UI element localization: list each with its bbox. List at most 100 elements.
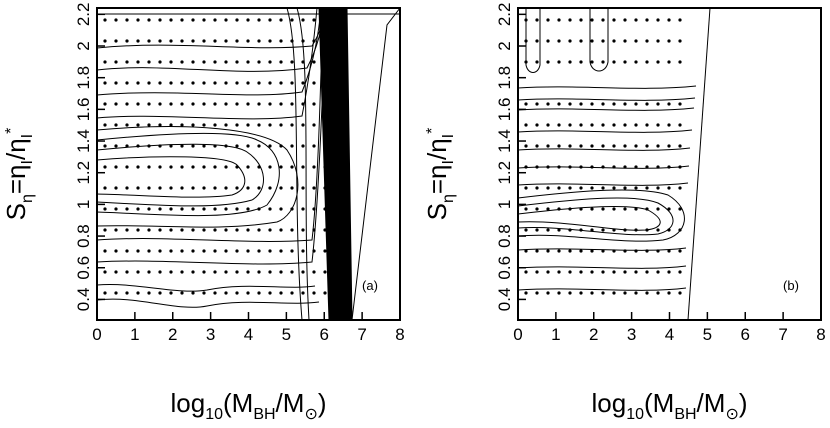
grid-dot <box>557 123 561 127</box>
grid-dot <box>312 144 316 148</box>
grid-dot <box>202 123 206 127</box>
grid-dot <box>334 81 338 85</box>
grid-dot <box>612 18 616 22</box>
grid-dot <box>601 165 605 169</box>
grid-dot <box>158 144 162 148</box>
grid-dot <box>634 39 638 43</box>
grid-dot <box>623 18 627 22</box>
grid-dot <box>202 102 206 106</box>
grid-dot <box>568 186 572 190</box>
grid-dot <box>590 291 594 295</box>
grid-dot <box>568 18 572 22</box>
grid-dot <box>623 60 627 64</box>
grid-dot <box>323 60 327 64</box>
grid-dot <box>601 18 605 22</box>
grid-dot <box>125 39 129 43</box>
grid-dot <box>257 60 261 64</box>
grid-dot <box>557 270 561 274</box>
grid-dot <box>557 60 561 64</box>
grid-dot <box>579 165 583 169</box>
grid-dot <box>147 60 151 64</box>
grid-dot <box>290 102 294 106</box>
grid-dot <box>213 291 217 295</box>
grid-dot <box>224 249 228 253</box>
grid-dot <box>557 39 561 43</box>
grid-dot <box>103 39 107 43</box>
grid-dot <box>590 207 594 211</box>
x-tick-label: 8 <box>395 325 404 344</box>
grid-dot <box>257 291 261 295</box>
grid-dot <box>656 123 660 127</box>
grid-dot <box>623 39 627 43</box>
grid-dot <box>279 39 283 43</box>
grid-dot <box>634 18 638 22</box>
grid-dot <box>169 39 173 43</box>
grid-dot <box>557 18 561 22</box>
grid-dot <box>568 207 572 211</box>
grid-dot <box>136 123 140 127</box>
x-tick-label: 1 <box>551 325 560 344</box>
grid-dot <box>246 60 250 64</box>
grid-dot <box>246 249 250 253</box>
grid-dot <box>678 165 682 169</box>
grid-dot <box>136 18 140 22</box>
grid-dot <box>546 186 550 190</box>
grid-dot <box>524 18 528 22</box>
y-label-part: η <box>440 194 457 203</box>
grid-dot <box>158 60 162 64</box>
grid-dot <box>678 18 682 22</box>
grid-dot <box>667 207 671 211</box>
grid-dot <box>257 228 261 232</box>
grid-dot <box>612 186 616 190</box>
grid-dot <box>678 102 682 106</box>
grid-dot <box>191 123 195 127</box>
grid-dot <box>579 207 583 211</box>
grid-dot <box>191 60 195 64</box>
grid-dot <box>524 39 528 43</box>
grid-dot <box>590 165 594 169</box>
grid-dot <box>169 270 173 274</box>
grid-dot <box>634 165 638 169</box>
grid-dot <box>125 291 129 295</box>
grid-dot <box>524 186 528 190</box>
grid-dot <box>158 291 162 295</box>
y-axis-label: Sη=ηI/ηI* <box>422 128 457 221</box>
grid-dot <box>257 186 261 190</box>
y-axis-label: Sη=ηI/ηI* <box>1 128 36 221</box>
grid-dot <box>612 291 616 295</box>
grid-dot <box>568 123 572 127</box>
grid-dot <box>268 186 272 190</box>
grid-dot <box>301 207 305 211</box>
grid-dot <box>290 207 294 211</box>
grid-dot <box>312 60 316 64</box>
grid-dot <box>246 291 250 295</box>
grid-dot <box>246 270 250 274</box>
x-label-part: /M <box>697 388 726 418</box>
grid-dot <box>323 18 327 22</box>
grid-dot <box>590 249 594 253</box>
grid-dot <box>557 144 561 148</box>
grid-dot <box>147 270 151 274</box>
grid-dot <box>180 81 184 85</box>
x-label-part: ⊙ <box>304 406 317 423</box>
grid-dot <box>136 60 140 64</box>
grid-dot <box>678 207 682 211</box>
grid-dot <box>645 144 649 148</box>
grid-dot <box>579 291 583 295</box>
x-tick-label: 5 <box>703 325 712 344</box>
grid-dot <box>645 39 649 43</box>
grid-dot <box>147 249 151 253</box>
grid-dot <box>590 18 594 22</box>
grid-dot <box>612 249 616 253</box>
grid-dot <box>312 102 316 106</box>
grid-dot <box>224 291 228 295</box>
grid-dot <box>634 123 638 127</box>
grid-dot <box>667 270 671 274</box>
y-label-part: * <box>424 128 441 134</box>
grid-dot <box>535 144 539 148</box>
x-label-part: 10 <box>626 406 644 423</box>
grid-dot <box>180 291 184 295</box>
grid-dot <box>136 102 140 106</box>
grid-dot <box>546 228 550 232</box>
grid-dot <box>224 186 228 190</box>
